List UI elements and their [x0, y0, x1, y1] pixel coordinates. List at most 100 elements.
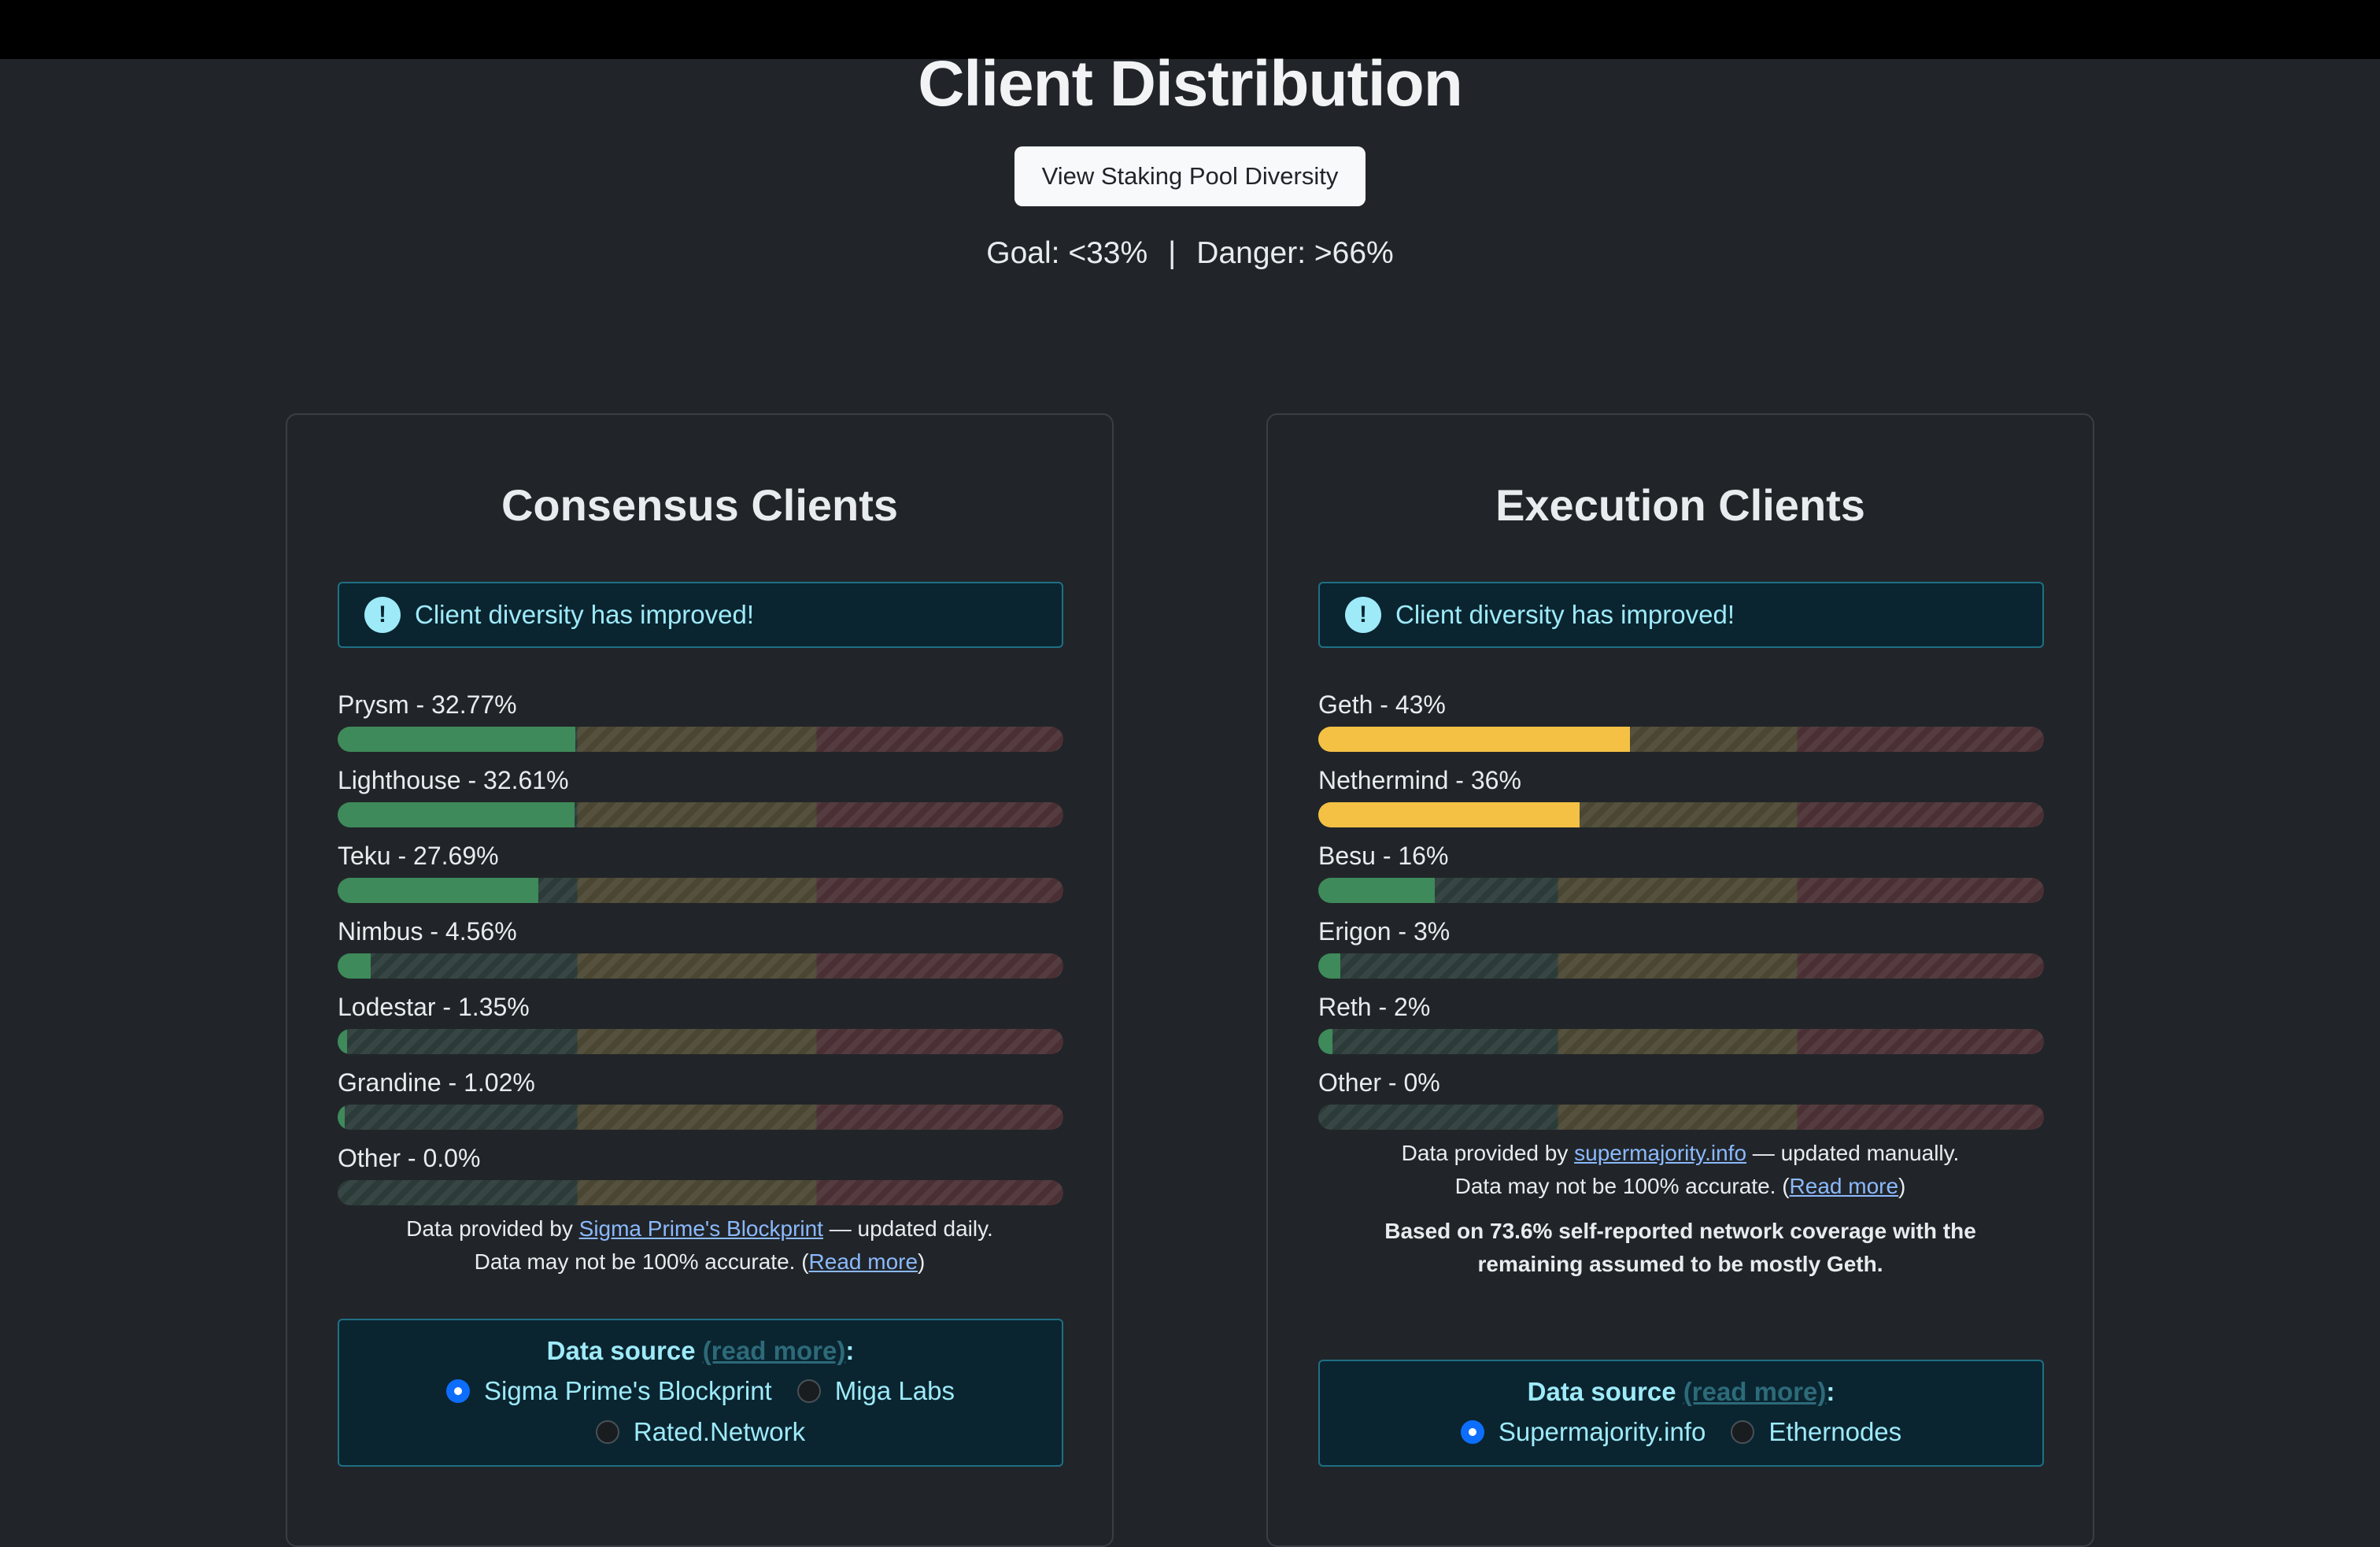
- client-share-fill: [338, 1105, 346, 1130]
- client-label: Nimbus - 4.56%: [338, 917, 517, 946]
- data-source-option-label: Supermajority.info: [1498, 1417, 1706, 1446]
- data-source-box: Data source (read more): Supermajority.i…: [1318, 1360, 2044, 1467]
- client-label: Other - 0.0%: [338, 1144, 481, 1172]
- client-share-bar: [338, 878, 1063, 903]
- view-staking-pool-diversity-button[interactable]: View Staking Pool Diversity: [1014, 146, 1366, 206]
- client-share-fill: [338, 802, 575, 827]
- client-label: Prysm - 32.77%: [338, 690, 517, 719]
- data-source-option-label: Sigma Prime's Blockprint: [483, 1376, 772, 1405]
- client-share-fill: [1318, 878, 1435, 903]
- radio-button[interactable]: [445, 1379, 470, 1403]
- data-source-option-label: Ethernodes: [1768, 1417, 1902, 1446]
- execution-clients-card: Execution Clients ! Client diversity has…: [1266, 413, 2094, 1547]
- supermajority-link[interactable]: supermajority.info: [1574, 1141, 1747, 1165]
- client-share-bar: [1318, 802, 2044, 827]
- data-source-colon: :: [1826, 1377, 1835, 1406]
- alert-text: Client diversity has improved!: [1395, 600, 1735, 629]
- client-label: Nethermind - 36%: [1318, 766, 1521, 794]
- read-more-link[interactable]: Read more: [808, 1249, 918, 1274]
- client-share-bar: [338, 1180, 1063, 1205]
- client-share-bar: [1318, 1029, 2044, 1054]
- radio-button[interactable]: [796, 1379, 821, 1403]
- exclamation-icon: !: [364, 597, 401, 633]
- page-title: Client Distribution: [918, 48, 1463, 120]
- data-source-option[interactable]: Supermajority.info: [1460, 1412, 1706, 1453]
- client-label: Teku - 27.69%: [338, 842, 499, 870]
- client-row: Erigon - 3%: [1318, 916, 2044, 991]
- consensus-clients-card: Consensus Clients ! Client diversity has…: [286, 413, 1114, 1547]
- client-label: Besu - 16%: [1318, 842, 1449, 870]
- accuracy-prefix: Data may not be 100% accurate. (: [1454, 1174, 1790, 1198]
- client-share-fill: [1318, 953, 1340, 979]
- goal-separator: |: [1168, 236, 1177, 270]
- client-label: Lighthouse - 32.61%: [338, 766, 569, 794]
- client-share-bar: [1318, 878, 2044, 903]
- data-source-option[interactable]: Rated.Network: [595, 1412, 806, 1453]
- client-share-bar: [1318, 1105, 2044, 1130]
- data-source-title: Data source (read more):: [1320, 1377, 2042, 1407]
- client-share-bar: [1318, 953, 2044, 979]
- data-source-read-more-link[interactable]: (read more): [1683, 1377, 1827, 1406]
- data-source-radios: Supermajority.info Ethernodes: [1320, 1412, 2042, 1453]
- data-source-option-label: Miga Labs: [834, 1376, 955, 1405]
- client-row: Other - 0%: [1318, 1067, 2044, 1142]
- client-share-bar: [338, 1029, 1063, 1054]
- data-source-label: Data source: [1527, 1377, 1676, 1406]
- card-title: Consensus Clients: [501, 480, 899, 530]
- data-source-colon: :: [845, 1336, 855, 1365]
- blockprint-link[interactable]: Sigma Prime's Blockprint: [578, 1216, 823, 1241]
- top-bar: [0, 0, 2380, 59]
- data-source-title: Data source (read more):: [339, 1336, 1062, 1366]
- client-share-bar: [338, 953, 1063, 979]
- diversity-alert: ! Client diversity has improved!: [1318, 582, 2044, 648]
- client-row: Nimbus - 4.56%: [338, 916, 1063, 991]
- client-share-bar: [338, 802, 1063, 827]
- client-label: Geth - 43%: [1318, 690, 1446, 719]
- note-prefix: Data provided by: [1401, 1141, 1575, 1165]
- data-source-option[interactable]: Sigma Prime's Blockprint: [445, 1371, 772, 1412]
- coverage-line-1: Based on 73.6% self-reported network cov…: [1384, 1219, 1976, 1243]
- client-row: Reth - 2%: [1318, 991, 2044, 1067]
- note-suffix: — updated manually.: [1746, 1141, 1960, 1165]
- accuracy-suffix: ): [1898, 1174, 1906, 1198]
- accuracy-prefix: Data may not be 100% accurate. (: [474, 1249, 809, 1274]
- client-share-fill: [338, 727, 576, 752]
- radio-button[interactable]: [1731, 1420, 1755, 1444]
- goal-danger-line: Goal: <33% | Danger: >66%: [0, 236, 2380, 271]
- client-row: Lighthouse - 32.61%: [338, 764, 1063, 840]
- radio-button[interactable]: [595, 1420, 619, 1444]
- read-more-link[interactable]: Read more: [1789, 1174, 1899, 1198]
- card-title: Execution Clients: [1495, 480, 1865, 530]
- data-source-read-more-link[interactable]: (read more): [702, 1336, 846, 1365]
- exclamation-icon: !: [1345, 597, 1381, 633]
- data-source-label: Data source: [546, 1336, 696, 1365]
- client-row: Nethermind - 36%: [1318, 764, 2044, 840]
- client-list: Prysm - 32.77% Lighthouse - 32.61% Teku - …: [338, 689, 1063, 1218]
- coverage-line-2: remaining assumed to be mostly Geth.: [1477, 1252, 1883, 1276]
- data-provider-note: Data provided by supermajority.info — up…: [1268, 1137, 2093, 1203]
- client-label: Grandine - 1.02%: [338, 1068, 535, 1097]
- accuracy-suffix: ): [918, 1249, 926, 1274]
- data-source-option-label: Rated.Network: [633, 1417, 806, 1446]
- client-share-fill: [338, 1029, 348, 1054]
- client-share-bar: [338, 1105, 1063, 1130]
- client-label: Other - 0%: [1318, 1068, 1440, 1097]
- client-share-fill: [338, 878, 539, 903]
- client-share-fill: [1318, 802, 1580, 827]
- client-row: Grandine - 1.02%: [338, 1067, 1063, 1142]
- coverage-note: Based on 73.6% self-reported network cov…: [1268, 1215, 2093, 1281]
- client-row: Besu - 16%: [1318, 840, 2044, 916]
- data-source-box: Data source (read more): Sigma Prime's B…: [338, 1319, 1063, 1467]
- data-source-option[interactable]: Miga Labs: [796, 1371, 955, 1412]
- client-row: Teku - 27.69%: [338, 840, 1063, 916]
- data-source-radios: Sigma Prime's Blockprint Miga Labs Rated.N…: [339, 1371, 1062, 1453]
- goal-text: Goal: <33%: [986, 236, 1148, 270]
- radio-button[interactable]: [1460, 1420, 1484, 1444]
- client-share-bar: [1318, 727, 2044, 752]
- client-row: Prysm - 32.77%: [338, 689, 1063, 764]
- client-share-fill: [1318, 1029, 1333, 1054]
- diversity-alert: ! Client diversity has improved!: [338, 582, 1063, 648]
- client-share-bar: [338, 727, 1063, 752]
- danger-text: Danger: >66%: [1196, 236, 1394, 270]
- data-source-option[interactable]: Ethernodes: [1731, 1412, 1901, 1453]
